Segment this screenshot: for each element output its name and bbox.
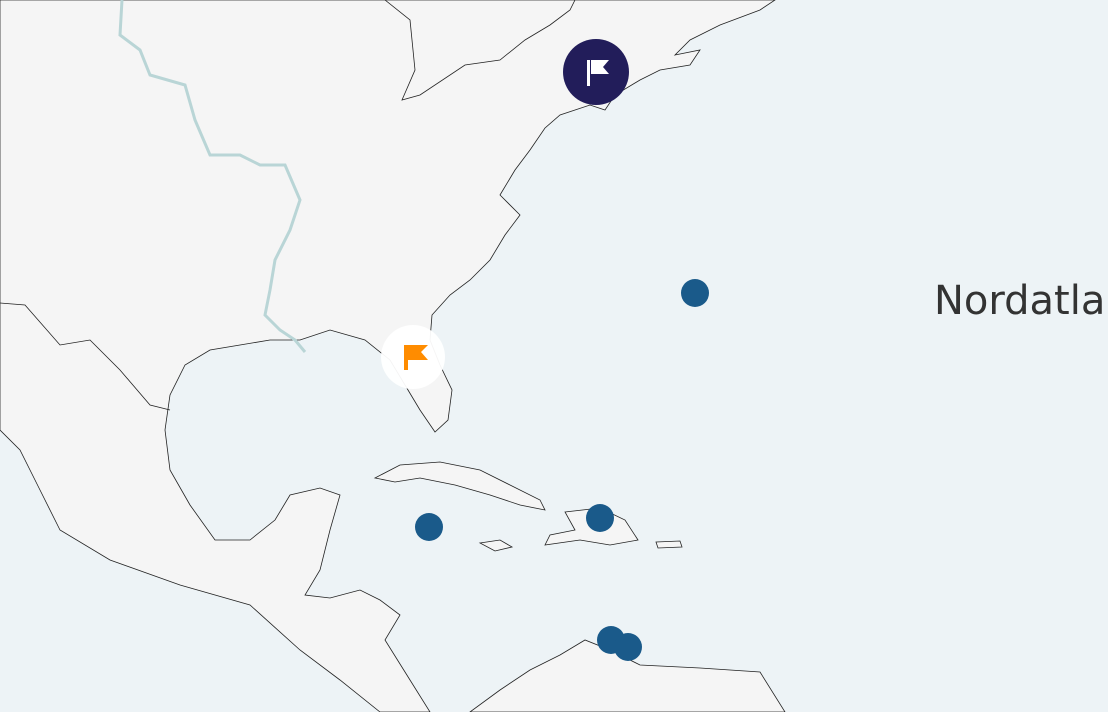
- jamaica: [478, 539, 514, 552]
- border-line: [0, 0, 576, 411]
- data-point[interactable]: [614, 633, 642, 661]
- flag-icon: [587, 60, 609, 86]
- ocean-label: Nordatla: [934, 278, 1106, 324]
- flag-marker-orange[interactable]: [381, 325, 445, 389]
- cuba: [373, 461, 546, 511]
- flag-marker-dark[interactable]: [563, 39, 629, 105]
- puerto-rico: [655, 540, 683, 549]
- flag-icon: [404, 345, 428, 370]
- data-point[interactable]: [681, 279, 709, 307]
- data-points: [415, 279, 709, 661]
- data-point[interactable]: [586, 504, 614, 532]
- data-point[interactable]: [415, 513, 443, 541]
- river: [118, 0, 307, 353]
